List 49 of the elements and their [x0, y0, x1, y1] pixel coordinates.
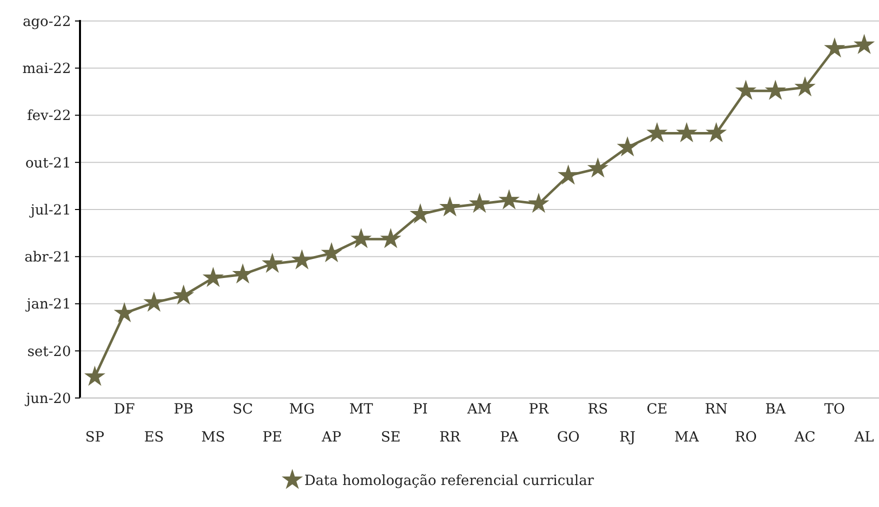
x-tick-label: PI — [412, 402, 428, 418]
x-tick-label: SP — [85, 430, 104, 446]
x-tick-label: MG — [289, 402, 315, 418]
x-tick-label: RS — [588, 402, 608, 418]
x-tick-label: AL — [853, 430, 874, 446]
x-tick-label: BA — [765, 402, 787, 418]
text: jan-21 — [24, 296, 71, 313]
point — [352, 230, 370, 247]
point — [530, 194, 548, 212]
x-tick-label: MS — [201, 430, 226, 446]
text: abr-21 — [24, 250, 71, 266]
point — [441, 198, 458, 215]
x-tick-label: PA — [500, 430, 520, 446]
x-tick-label: GO — [556, 430, 580, 446]
x-tick-label: ES — [144, 430, 164, 446]
text: jun-20 — [24, 390, 71, 407]
x-tick-label: RR — [439, 430, 461, 446]
text: ago-22 — [22, 14, 71, 30]
x-tick-label: DF — [114, 402, 136, 418]
point — [116, 304, 133, 321]
x-tick-label: RN — [704, 402, 728, 418]
x-tick-label: RJ — [619, 430, 636, 446]
point — [678, 124, 696, 141]
x-tick-label: PB — [174, 402, 194, 418]
point — [382, 230, 400, 247]
x-tick-label: TO — [824, 402, 846, 418]
legend-label: Data homologação referencial curricular — [304, 472, 594, 489]
x-tick-label: SC — [232, 402, 253, 418]
x-tick-label: CE — [646, 402, 668, 418]
point — [86, 368, 104, 384]
point — [470, 194, 488, 212]
x-tick-label: PE — [262, 430, 282, 446]
text: jul-21 — [28, 202, 71, 218]
point — [708, 124, 725, 141]
text: mai-22 — [22, 61, 71, 78]
point — [500, 191, 518, 208]
x-tick-label: AC — [794, 430, 816, 446]
text: set-20 — [27, 344, 71, 360]
x-tick-label: MT — [349, 402, 374, 418]
x-tick-label: AM — [466, 402, 492, 418]
point — [737, 82, 754, 98]
x-tick-label: PR — [528, 402, 550, 418]
x-tick-label: AP — [320, 430, 342, 446]
x-tick-label: SE — [380, 430, 401, 446]
text: out-21 — [25, 155, 71, 172]
point — [264, 254, 281, 272]
x-tick-label: MA — [674, 430, 700, 446]
x-tick-label: RO — [734, 430, 757, 446]
text: fev-22 — [27, 108, 71, 124]
